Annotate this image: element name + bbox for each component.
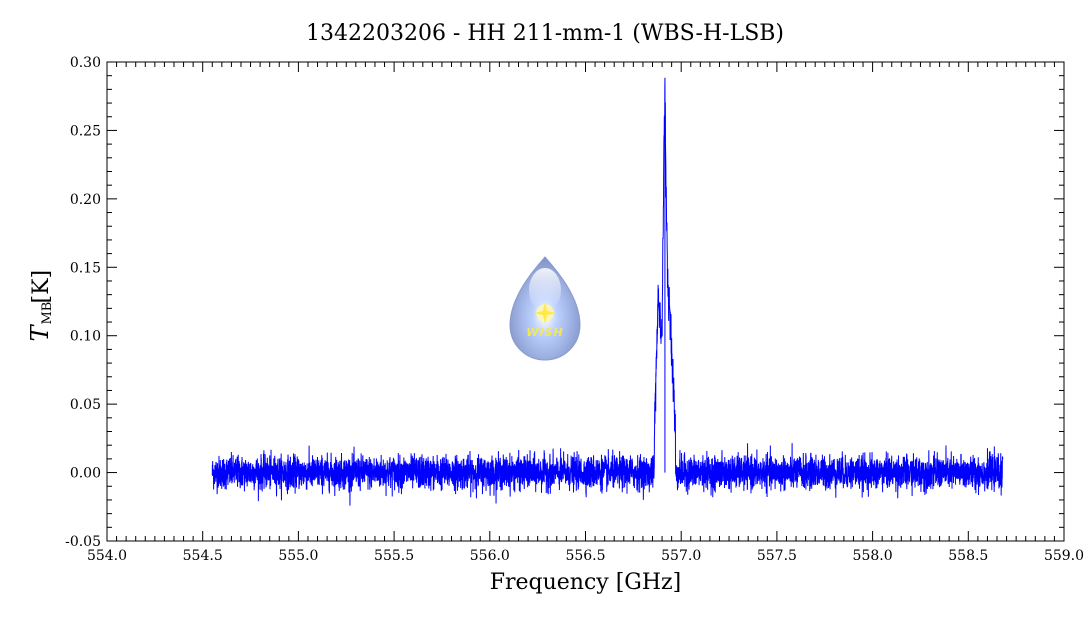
chart-title: 1342203206 - HH 211-mm-1 (WBS-H-LSB) [306,21,784,46]
star-icon [534,302,556,324]
x-tick-label: 554.0 [87,548,127,564]
x-axis-label: Frequency [GHz] [490,570,682,595]
svg-text:MB: MB [40,302,55,325]
y-tick-label: 0.20 [70,192,101,208]
plot-frame [106,61,1065,542]
svg-text:[K]: [K] [29,270,54,304]
y-tick-label: -0.05 [65,534,101,550]
y-tick-label: 0.00 [70,466,101,482]
y-axis-label: T MB [K] [26,270,55,342]
x-tick-label: 555.0 [278,548,318,564]
y-tick-label: 0.10 [70,329,101,345]
svg-text:T: T [26,324,54,342]
x-tick-label: 558.0 [853,548,893,564]
series-line [211,77,1004,506]
y-tick-label: 0.25 [70,123,101,139]
y-tick-label: 0.05 [70,397,101,413]
x-tick-label: 554.5 [183,548,223,564]
x-tick-label: 556.5 [565,548,605,564]
x-tick-label: 557.5 [757,548,797,564]
x-tick-label: 557.0 [661,548,701,564]
wish-logo: WISH [509,256,581,361]
y-tick-label: 0.15 [70,260,101,276]
y-tick-label: 0.30 [70,55,101,71]
x-tick-label: 556.0 [470,548,510,564]
x-tick-label: 555.5 [374,548,414,564]
logo-text: WISH [526,326,563,339]
x-tick-label: 558.5 [948,548,988,564]
x-tick-label: 559.0 [1044,548,1084,564]
